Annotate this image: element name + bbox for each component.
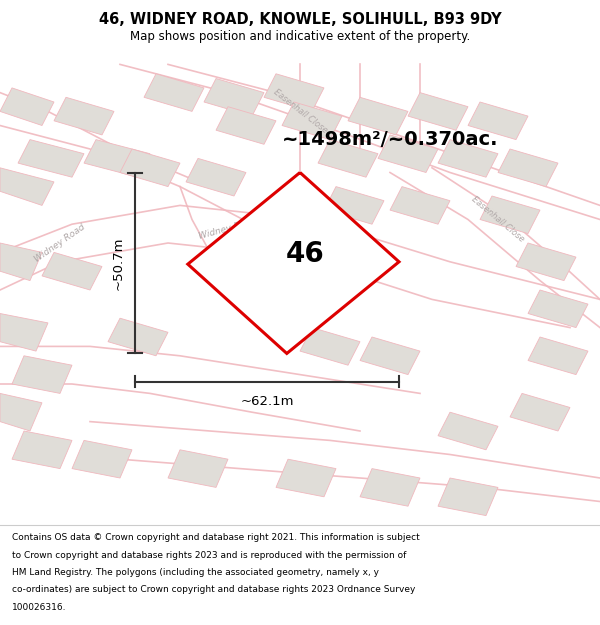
Polygon shape [54, 98, 114, 135]
Polygon shape [360, 469, 420, 506]
Polygon shape [42, 253, 102, 290]
Text: 46, WIDNEY ROAD, KNOWLE, SOLIHULL, B93 9DY: 46, WIDNEY ROAD, KNOWLE, SOLIHULL, B93 9… [98, 12, 502, 27]
Polygon shape [438, 139, 498, 177]
Polygon shape [528, 290, 588, 328]
Polygon shape [186, 158, 246, 196]
Text: ~62.1m: ~62.1m [240, 395, 294, 408]
Text: 46: 46 [286, 239, 325, 268]
Text: Easenhall Close: Easenhall Close [470, 195, 526, 244]
Polygon shape [438, 478, 498, 516]
Polygon shape [204, 79, 264, 116]
Polygon shape [480, 196, 540, 234]
Polygon shape [0, 168, 54, 206]
Polygon shape [168, 450, 228, 488]
Polygon shape [360, 337, 420, 374]
Polygon shape [72, 441, 132, 478]
Text: ~1498m²/~0.370ac.: ~1498m²/~0.370ac. [282, 130, 499, 149]
Polygon shape [0, 243, 42, 281]
Text: co-ordinates) are subject to Crown copyright and database rights 2023 Ordnance S: co-ordinates) are subject to Crown copyr… [12, 586, 415, 594]
Polygon shape [528, 337, 588, 374]
Text: 100026316.: 100026316. [12, 603, 67, 612]
Polygon shape [276, 459, 336, 497]
Polygon shape [0, 314, 48, 351]
Polygon shape [282, 102, 342, 139]
Polygon shape [468, 102, 528, 139]
Polygon shape [144, 74, 204, 111]
Polygon shape [300, 328, 360, 365]
Text: Map shows position and indicative extent of the property.: Map shows position and indicative extent… [130, 30, 470, 43]
Text: ~50.7m: ~50.7m [111, 236, 124, 290]
Text: HM Land Registry. The polygons (including the associated geometry, namely x, y: HM Land Registry. The polygons (includin… [12, 568, 379, 577]
Polygon shape [510, 393, 570, 431]
Polygon shape [318, 139, 378, 177]
Text: Contains OS data © Crown copyright and database right 2021. This information is : Contains OS data © Crown copyright and d… [12, 533, 420, 542]
Polygon shape [18, 139, 84, 177]
Polygon shape [390, 187, 450, 224]
Polygon shape [516, 243, 576, 281]
Polygon shape [188, 173, 399, 354]
Text: Easenhall Close: Easenhall Close [271, 88, 329, 135]
Polygon shape [12, 431, 72, 469]
Polygon shape [378, 135, 438, 172]
Polygon shape [438, 412, 498, 450]
Polygon shape [348, 98, 408, 135]
Polygon shape [324, 187, 384, 224]
Polygon shape [0, 393, 42, 431]
Text: to Crown copyright and database rights 2023 and is reproduced with the permissio: to Crown copyright and database rights 2… [12, 551, 406, 559]
Polygon shape [120, 149, 180, 187]
Polygon shape [0, 88, 54, 126]
Polygon shape [408, 92, 468, 130]
Polygon shape [216, 107, 276, 144]
Text: Widney Road: Widney Road [33, 222, 87, 264]
Text: Widney Road: Widney Road [198, 217, 258, 241]
Polygon shape [264, 74, 324, 111]
Polygon shape [108, 318, 168, 356]
Polygon shape [12, 356, 72, 393]
Polygon shape [84, 139, 150, 177]
Polygon shape [498, 149, 558, 187]
